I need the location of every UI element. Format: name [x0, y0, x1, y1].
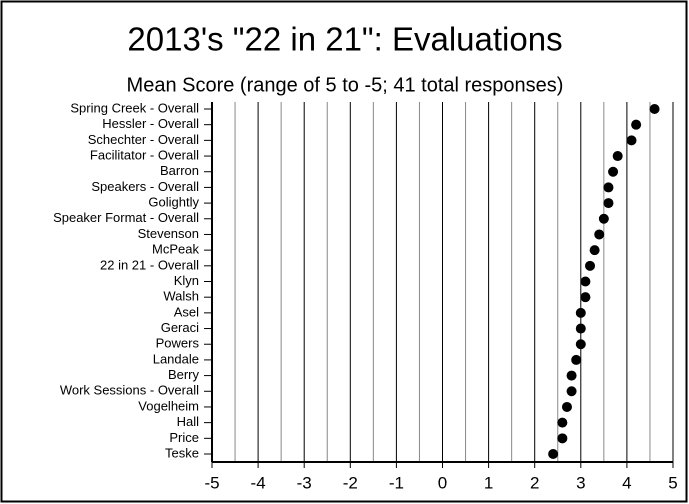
dot [575, 323, 586, 334]
x-tick-label: -5 [204, 473, 219, 492]
dot [548, 449, 559, 459]
dot [608, 166, 619, 177]
x-tick-label: 3 [576, 473, 585, 492]
x-tick-label: -1 [389, 473, 404, 492]
chart-title: 2013's "22 in 21": Evaluations [127, 21, 562, 58]
y-tick-label: 22 in 21 - Overall [100, 257, 199, 272]
y-tick-label: Price [169, 430, 199, 445]
x-tick-label: -4 [251, 473, 266, 492]
y-tick-label: Hall [177, 414, 200, 429]
y-tick-label: Powers [156, 336, 200, 351]
y-tick-label: Speaker Format - Overall [53, 210, 199, 225]
dot [580, 292, 591, 303]
x-tick-label: 5 [668, 473, 677, 492]
x-tick-label: -2 [343, 473, 358, 492]
dot [566, 370, 577, 381]
y-tick-label: Klyn [174, 273, 199, 288]
dot [580, 276, 591, 287]
y-tick-label: Work Sessions - Overall [60, 383, 199, 398]
dot [585, 260, 596, 271]
chart-subtitle: Mean Score (range of 5 to -5; 41 total r… [127, 74, 564, 96]
dot [589, 245, 600, 256]
y-tick-label: Spring Creek - Overall [70, 100, 199, 115]
y-tick-label: Teske [165, 445, 199, 460]
dot [575, 339, 586, 350]
dot [561, 401, 572, 412]
y-tick-label: Asel [174, 304, 199, 319]
x-tick-label: 4 [622, 473, 631, 492]
dot [594, 229, 605, 240]
y-tick-label: Berry [168, 367, 200, 382]
dot [631, 119, 642, 130]
y-tick-label: Landale [153, 351, 199, 366]
x-tick-label: -3 [297, 473, 312, 492]
dot [557, 417, 568, 428]
dot [626, 135, 637, 146]
x-tick-label: 0 [438, 473, 447, 492]
dot [598, 213, 609, 224]
y-tick-label: Geraci [161, 320, 199, 335]
y-tick-label: McPeak [152, 242, 199, 257]
dot [575, 307, 586, 318]
dot [557, 433, 568, 444]
y-tick-label: Schechter - Overall [88, 132, 199, 147]
y-tick-label: Walsh [163, 289, 199, 304]
dot [603, 198, 614, 209]
dot [571, 354, 582, 365]
dot [649, 104, 660, 114]
x-tick-label: 1 [484, 473, 493, 492]
y-tick-label: Golightly [148, 195, 199, 210]
dot [603, 182, 614, 193]
y-tick-label: Vogelheim [138, 398, 199, 413]
y-tick-label: Barron [160, 163, 199, 178]
x-tick-label: 2 [530, 473, 539, 492]
dot [612, 151, 623, 162]
dot [566, 386, 577, 397]
y-tick-label: Speakers - Overall [91, 179, 199, 194]
y-tick-label: Hessler - Overall [102, 116, 199, 131]
y-tick-label: Facilitator - Overall [90, 147, 199, 162]
y-tick-label: Stevenson [138, 226, 199, 241]
